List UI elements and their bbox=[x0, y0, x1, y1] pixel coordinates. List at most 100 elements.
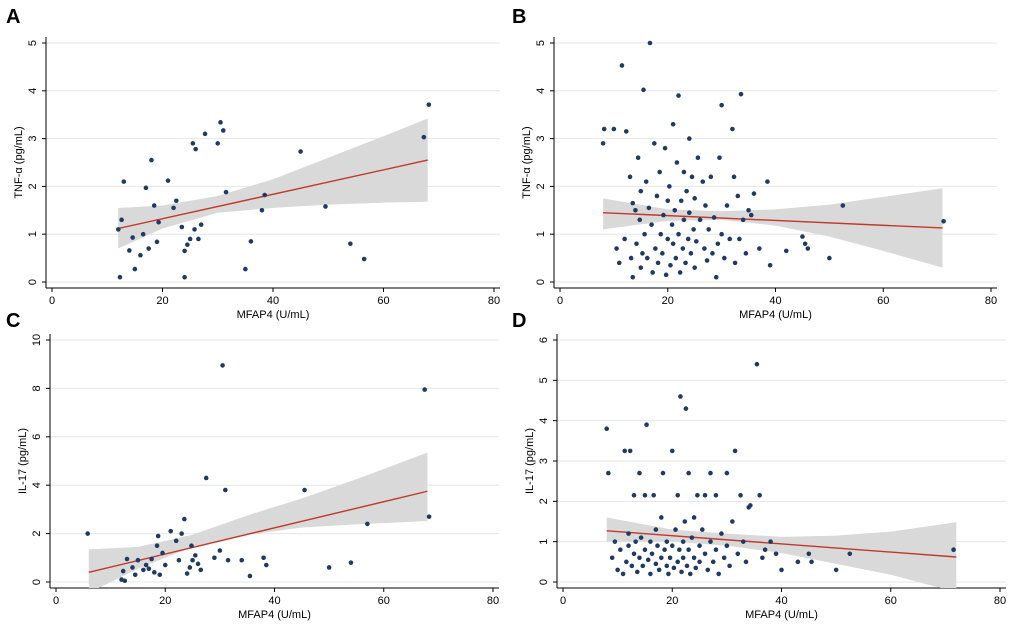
data-point bbox=[662, 145, 668, 151]
data-point bbox=[348, 241, 353, 247]
data-point bbox=[941, 218, 946, 224]
x-tick-label: 20 bbox=[159, 595, 171, 607]
data-point bbox=[640, 563, 646, 569]
data-point bbox=[670, 121, 676, 127]
data-point bbox=[676, 93, 681, 98]
data-point bbox=[670, 241, 676, 247]
data-point bbox=[634, 241, 639, 247]
data-point bbox=[748, 503, 753, 508]
x-tick-label: 40 bbox=[769, 295, 781, 307]
data-point bbox=[651, 492, 656, 498]
data-point bbox=[248, 239, 254, 244]
data-point bbox=[680, 555, 686, 561]
panel-b: B 0 1 2 3 4 5 0 20 40 60 80 MFAP4 (U/mL) TNF-α (pg/mL… bbox=[512, 6, 997, 321]
data-point bbox=[643, 179, 649, 184]
data-point bbox=[710, 559, 716, 565]
x-tick-label: 20 bbox=[666, 595, 678, 607]
data-point bbox=[730, 519, 735, 524]
y-tick-label: 2 bbox=[31, 531, 43, 537]
data-point bbox=[713, 274, 719, 280]
y-tick-label: 5 bbox=[27, 40, 39, 46]
data-point bbox=[693, 565, 699, 571]
data-point bbox=[847, 551, 853, 557]
data-point bbox=[626, 531, 631, 536]
y-tick-label: 4 bbox=[538, 418, 550, 424]
y-tick-label: 6 bbox=[538, 337, 550, 343]
data-point bbox=[743, 251, 749, 256]
data-point bbox=[611, 126, 617, 132]
x-tick-label: 60 bbox=[378, 595, 390, 607]
data-point bbox=[702, 246, 707, 251]
x-tick-label: 60 bbox=[885, 595, 897, 607]
data-point bbox=[686, 470, 691, 476]
data-point bbox=[614, 246, 619, 251]
data-point bbox=[426, 102, 432, 107]
data-point bbox=[708, 470, 713, 476]
data-point bbox=[638, 535, 644, 540]
data-point bbox=[149, 556, 154, 562]
x-tick-label: 40 bbox=[267, 295, 279, 307]
data-point bbox=[190, 141, 196, 146]
data-point bbox=[681, 169, 687, 175]
data-point bbox=[193, 146, 198, 152]
y-tick-label: 1 bbox=[535, 231, 547, 237]
data-point bbox=[703, 203, 708, 208]
data-point bbox=[323, 204, 328, 209]
data-point bbox=[676, 231, 681, 237]
data-point bbox=[649, 551, 655, 557]
data-point bbox=[187, 565, 193, 570]
data-point bbox=[740, 217, 746, 223]
data-point bbox=[631, 492, 637, 498]
data-point bbox=[727, 236, 733, 242]
data-point bbox=[735, 551, 741, 557]
data-point bbox=[724, 543, 730, 548]
data-point bbox=[667, 555, 673, 561]
data-point bbox=[677, 270, 683, 275]
data-point bbox=[675, 559, 681, 565]
data-point bbox=[687, 571, 693, 577]
data-point bbox=[724, 203, 730, 208]
data-point bbox=[665, 236, 671, 242]
data-point bbox=[664, 563, 670, 569]
x-axis-title: MFAP4 (U/mL) bbox=[745, 609, 818, 621]
data-point bbox=[689, 535, 695, 540]
data-point bbox=[146, 246, 151, 251]
fit-line bbox=[606, 530, 957, 558]
confidence-band bbox=[603, 188, 943, 268]
x-tick-label: 40 bbox=[775, 595, 787, 607]
data-point bbox=[198, 567, 204, 573]
data-point bbox=[704, 258, 710, 263]
data-point bbox=[702, 551, 708, 557]
data-point bbox=[421, 134, 427, 140]
y-tick-label: 4 bbox=[535, 88, 547, 94]
data-point bbox=[622, 448, 628, 454]
data-point bbox=[122, 578, 128, 584]
data-point bbox=[618, 547, 623, 553]
data-point bbox=[644, 255, 650, 261]
data-point bbox=[119, 217, 124, 223]
data-point bbox=[658, 231, 664, 237]
data-point bbox=[628, 255, 634, 261]
data-point bbox=[653, 561, 659, 567]
data-point bbox=[795, 559, 801, 565]
data-point bbox=[740, 539, 746, 544]
data-point bbox=[640, 251, 645, 256]
data-point bbox=[151, 203, 157, 208]
data-point bbox=[805, 246, 811, 251]
data-point bbox=[149, 157, 154, 163]
data-point bbox=[713, 547, 719, 553]
x-tick-label: 80 bbox=[488, 295, 500, 307]
y-tick-label: 3 bbox=[535, 136, 547, 142]
data-point bbox=[669, 222, 675, 227]
data-point bbox=[215, 141, 221, 146]
data-point bbox=[773, 551, 779, 557]
data-point bbox=[140, 231, 146, 237]
data-point bbox=[627, 448, 633, 454]
data-point bbox=[689, 174, 695, 180]
data-point bbox=[710, 251, 715, 256]
data-point bbox=[732, 260, 738, 266]
data-point bbox=[666, 571, 671, 577]
data-point bbox=[298, 149, 303, 154]
data-point bbox=[686, 547, 691, 553]
data-point bbox=[762, 547, 768, 553]
